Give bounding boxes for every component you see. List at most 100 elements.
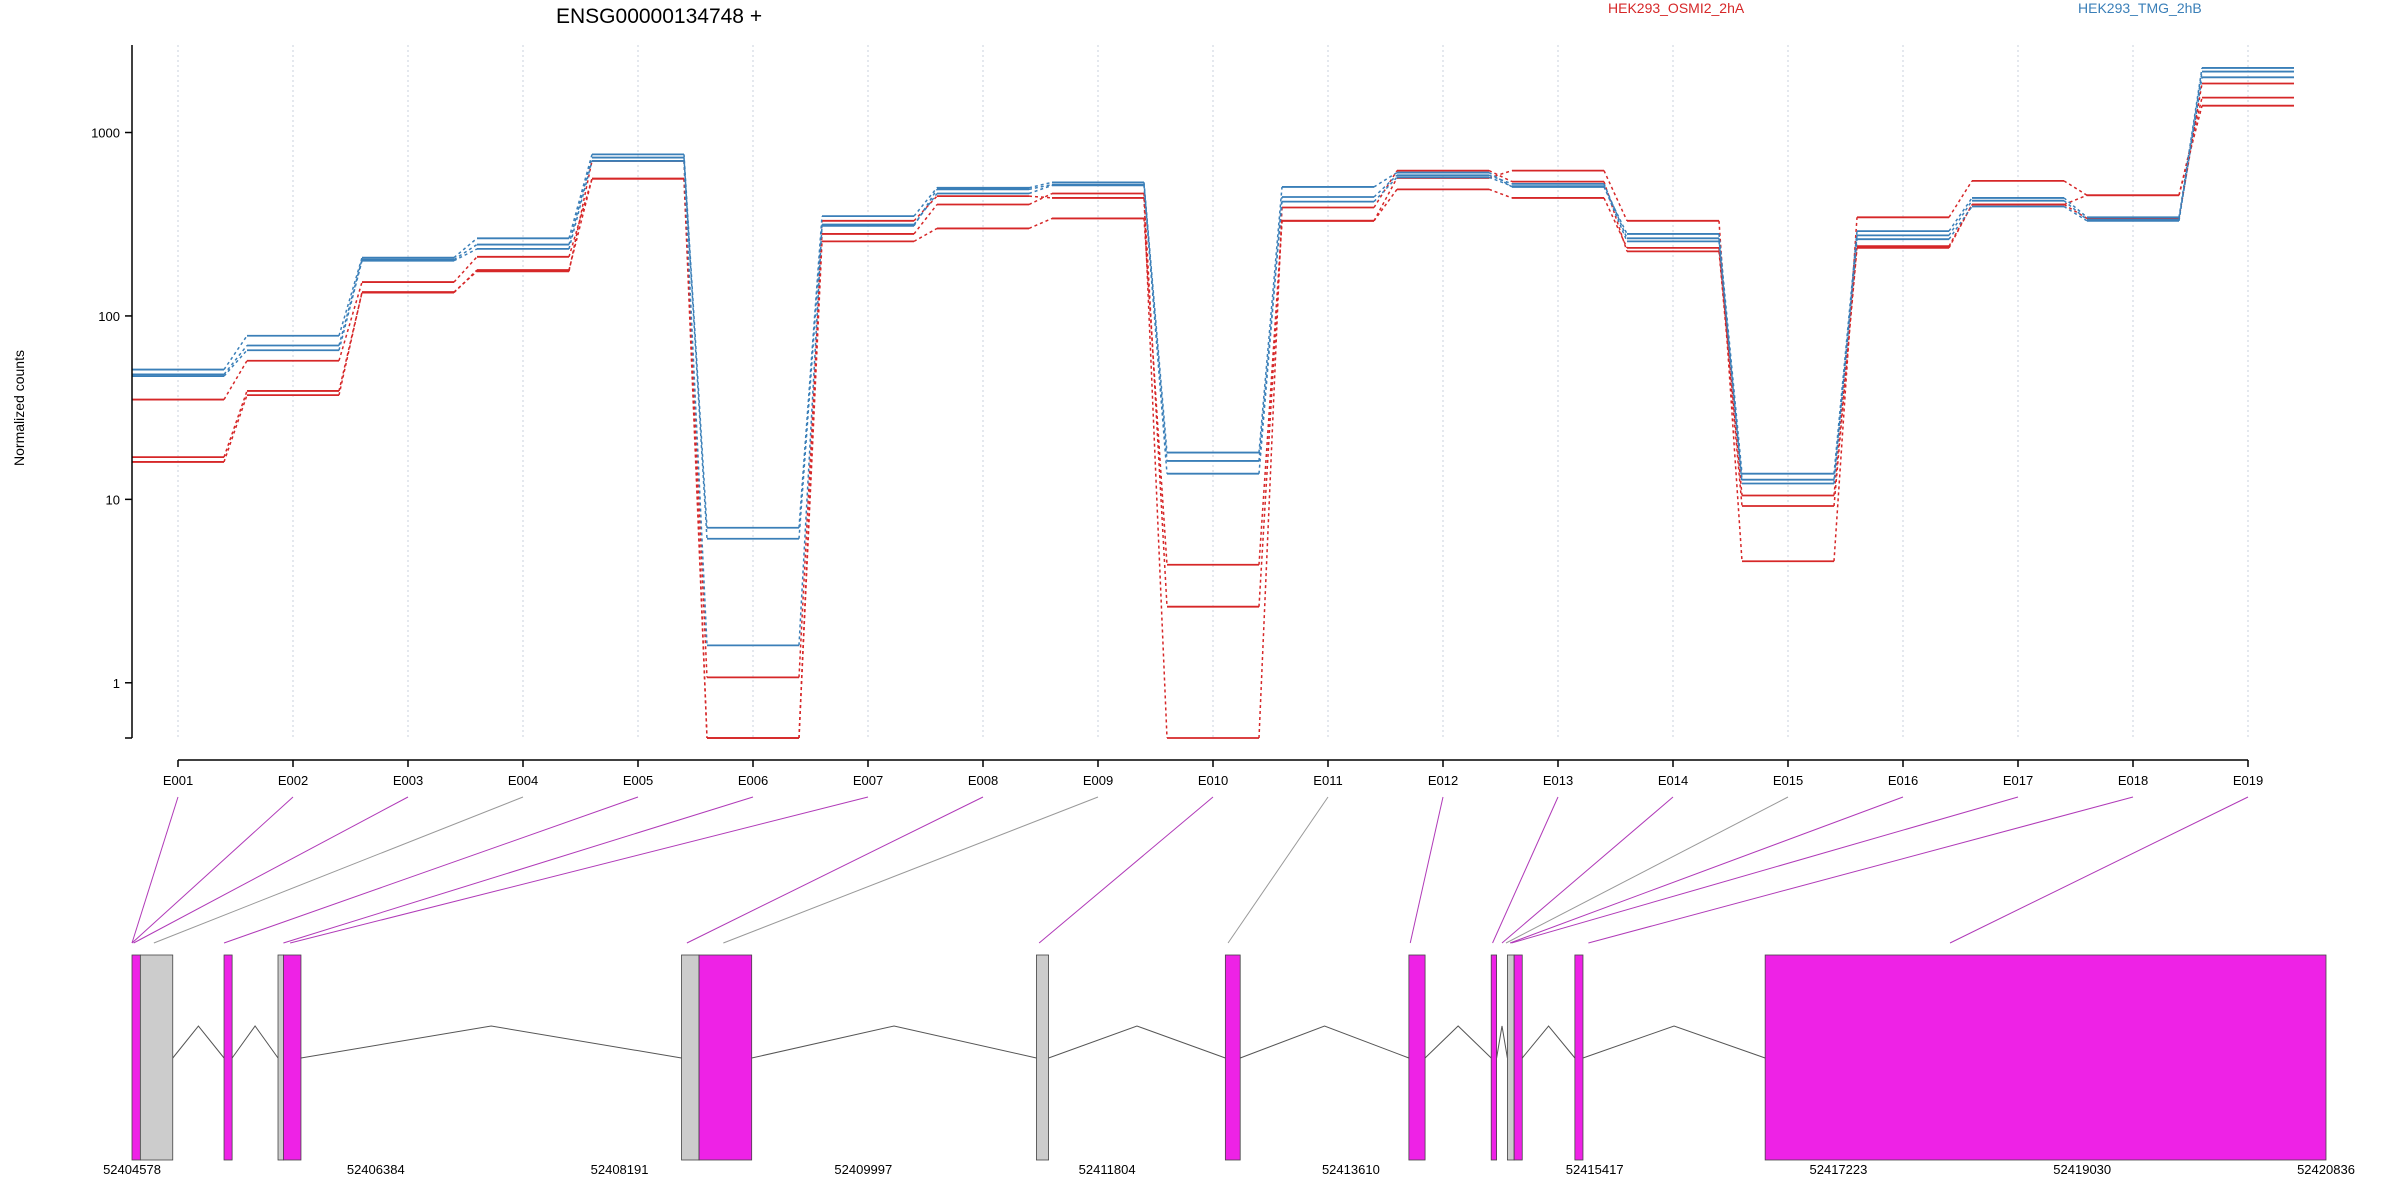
series-1-connector-E005 (683, 178, 708, 678)
series-3-connector-E016 (1948, 204, 1973, 249)
legend-label-osmi2: HEK293_OSMI2_2hA (1608, 0, 1745, 16)
series-3-connector-E018 (2178, 83, 2203, 219)
exon-connector-E006 (283, 796, 754, 944)
x-tick-label-E004: E004 (508, 773, 538, 788)
series-4-connector-E001 (223, 335, 248, 370)
series-6-connector-E015 (1833, 239, 1858, 480)
exon-connector-E005 (223, 796, 639, 944)
genomic-coordinate-labels: 52404578 52406384 52408191 52409997 52411804… (103, 1162, 2355, 1177)
coordinate-label-52415417: 52415417 (1566, 1162, 1624, 1177)
series-4-connector-E005 (683, 154, 708, 528)
series-4-connector-E003 (453, 237, 478, 259)
series-4-connector-E010 (1258, 186, 1283, 453)
series-2-connector-E016 (1948, 180, 1973, 218)
series-2-connector-E013 (1603, 170, 1628, 222)
series-6-connector-E004 (568, 160, 593, 250)
exon-connector-E007 (290, 796, 869, 944)
x-tick-label-E012: E012 (1428, 773, 1458, 788)
exon-connector-E018 (1588, 796, 2134, 944)
intron-9 (1240, 1025, 1410, 1059)
series-4-connector-E004 (568, 154, 593, 239)
series-1-connector-E011 (1373, 188, 1398, 222)
exon-block-4 (277, 954, 284, 1161)
x-tick-label-E014: E014 (1658, 773, 1688, 788)
series-5-connector-E005 (683, 157, 708, 539)
series-4-connector-E016 (1948, 197, 1973, 232)
series-3-connector-E001 (223, 394, 248, 463)
series-4-connector-E013 (1603, 186, 1628, 235)
series-3-connector-E008 (1028, 195, 1053, 199)
x-tick-label-E005: E005 (623, 773, 653, 788)
series-2-connector-E008 (1028, 217, 1053, 230)
series-5-connector-E008 (1028, 184, 1053, 195)
exon-connector-E004 (153, 796, 524, 944)
x-tick-label-E015: E015 (1773, 773, 1803, 788)
intron-10 (1424, 1025, 1492, 1059)
series-5-connector-E001 (223, 345, 248, 375)
exon-block-12 (1506, 954, 1515, 1161)
intron-8 (1048, 1025, 1226, 1059)
exon-connector-E001 (131, 796, 179, 944)
series-1-connector-E002 (338, 281, 363, 361)
series-4-connector-E002 (338, 257, 363, 336)
x-tick-label-E013: E013 (1543, 773, 1573, 788)
series-2-connector-E009 (1143, 218, 1168, 565)
series-4-connector-E011 (1373, 171, 1398, 188)
exon-block-10 (1408, 954, 1426, 1161)
y-tick-label-1000: 1000 (91, 126, 120, 141)
series-2-connector-E003 (453, 269, 478, 294)
series-3-connector-E003 (453, 270, 478, 293)
series-6-connector-E005 (683, 160, 708, 646)
coordinate-label-52417223: 52417223 (1810, 1162, 1868, 1177)
x-tick-label-E016: E016 (1888, 773, 1918, 788)
series-4-connector-E007 (913, 187, 938, 217)
exon-block-13 (1513, 954, 1523, 1161)
coordinate-label-52409997: 52409997 (834, 1162, 892, 1177)
exon-block-5 (283, 954, 302, 1161)
series-6 (132, 76, 2294, 647)
series-5-connector-E014 (1718, 238, 1743, 484)
series-3-connector-E011 (1373, 170, 1398, 208)
series-1-connector-E012 (1488, 188, 1513, 199)
coordinate-label-52404578: 52404578 (103, 1162, 161, 1177)
series-1-connector-E006 (798, 233, 823, 678)
x-tick-label-E001: E001 (163, 773, 193, 788)
series-2-connector-E001 (223, 390, 248, 458)
series-4-connector-E017 (2063, 197, 2088, 218)
x-axis: E001 E002 E003 E004 E005 E006 E007 E008 E009 E010… (163, 759, 2263, 788)
series-6-connector-E018 (2178, 77, 2203, 221)
series-4-connector-E008 (1028, 181, 1053, 189)
series-6-connector-E008 (1028, 183, 1053, 191)
series-1-connector-E016 (1948, 204, 1973, 247)
series-6-connector-E014 (1718, 241, 1743, 480)
series-3-connector-E014 (1718, 251, 1743, 507)
x-tick-label-E002: E002 (278, 773, 308, 788)
series-1-connector-E017 (2063, 194, 2088, 206)
exon-block-9 (1224, 954, 1241, 1161)
x-tick-label-E019: E019 (2233, 773, 2263, 788)
y-tick-label-100: 100 (98, 309, 120, 324)
series-6-connector-E017 (2063, 205, 2088, 222)
series-6-connector-E009 (1143, 184, 1168, 461)
series-5-connector-E011 (1373, 174, 1398, 198)
exon-block-1 (131, 954, 141, 1161)
series-5-connector-E013 (1603, 183, 1628, 239)
exon-connector-E008 (686, 796, 984, 944)
x-tick-label-E009: E009 (1083, 773, 1113, 788)
x-tick-label-E006: E006 (738, 773, 768, 788)
coordinate-label-52420836: 52420836 (2297, 1162, 2355, 1177)
series-6-connector-E010 (1258, 201, 1283, 461)
series-6-connector-E003 (453, 248, 478, 262)
gene-model (131, 954, 2327, 1161)
exon-block-15 (1764, 954, 2327, 1161)
coordinate-label-52406384: 52406384 (347, 1162, 405, 1177)
series-3-connector-E006 (798, 220, 823, 739)
series-1-connector-E001 (223, 360, 248, 400)
exon-connector-E016 (1509, 796, 1904, 944)
x-tick-label-E017: E017 (2003, 773, 2033, 788)
intron-3 (231, 1025, 279, 1059)
exon-connector-E015 (1505, 796, 1789, 944)
exon-block-2 (139, 954, 174, 1161)
coordinate-label-52408191: 52408191 (591, 1162, 649, 1177)
